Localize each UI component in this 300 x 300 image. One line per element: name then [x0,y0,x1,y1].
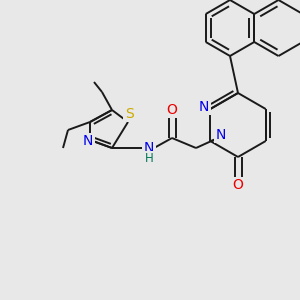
Text: O: O [167,103,177,117]
Text: H: H [145,152,153,166]
Text: N: N [199,100,209,114]
Text: N: N [216,128,226,142]
Text: N: N [83,134,93,148]
Text: S: S [124,107,134,121]
Text: O: O [232,178,243,192]
Text: N: N [144,141,154,155]
